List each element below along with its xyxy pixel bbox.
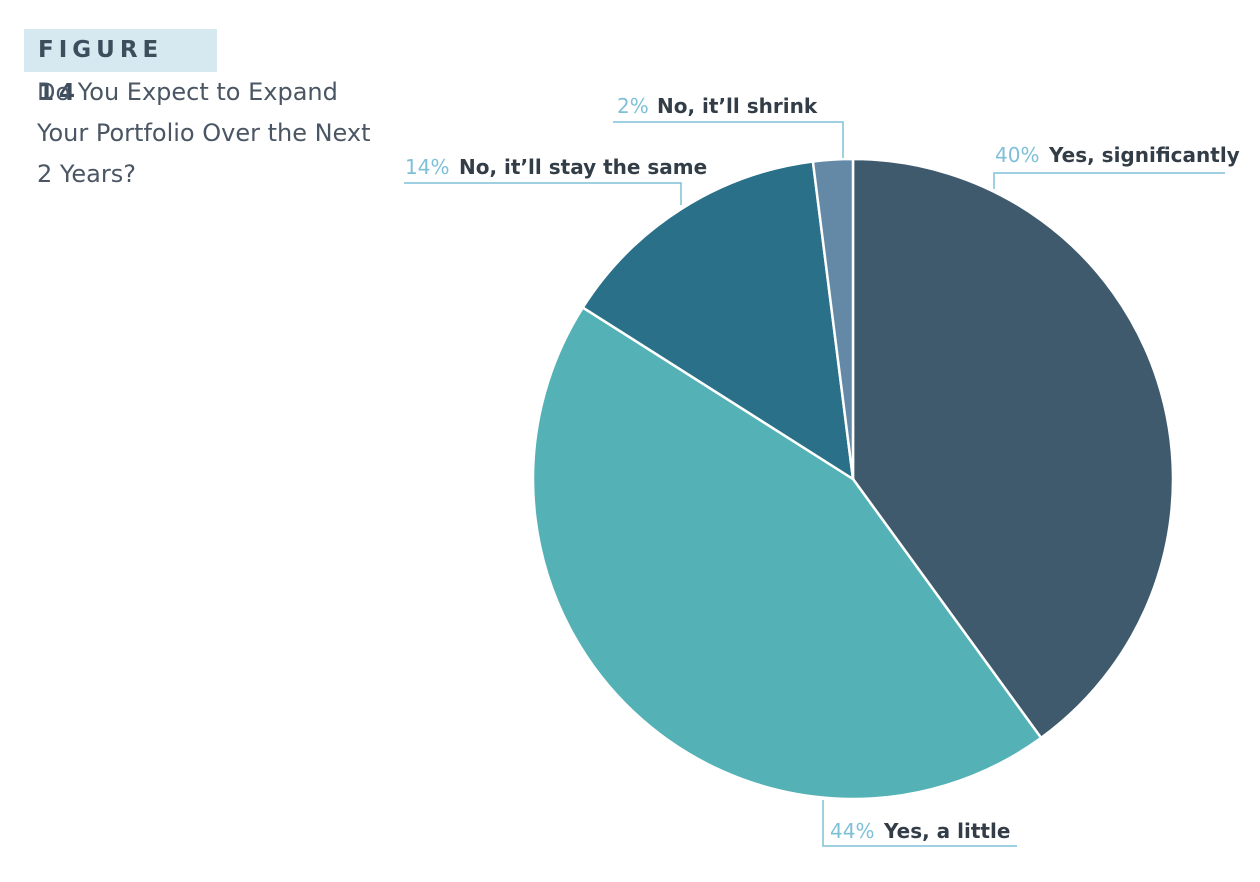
slice-category-label-stay-same: No, it’ll stay the same <box>459 155 707 179</box>
leader-line-stay-same <box>404 182 682 205</box>
slice-category-label-shrink: No, it’ll shrink <box>657 94 818 118</box>
slice-value-label-stay-same: 14% <box>405 155 449 179</box>
chart-title-line-2: Your Portfolio Over the Next <box>37 119 371 147</box>
leader-lines <box>404 121 1225 847</box>
slice-value-label-shrink: 2% <box>617 94 649 118</box>
slice-value-label-yes-significantly: 40% <box>995 143 1039 167</box>
pie-slice-shrink <box>811 157 855 481</box>
leader-line-yes-a-little <box>822 800 1017 847</box>
leader-line-yes-significantly <box>993 172 1225 189</box>
slice-category-label-yes-significantly: Yes, significantly <box>1048 143 1240 167</box>
pie-slice-stay-same <box>581 160 855 481</box>
pie-slice-yes-a-little <box>531 306 1043 801</box>
slice-value-label-yes-a-little: 44% <box>830 819 874 843</box>
slice-category-label-yes-a-little: Yes, a little <box>883 819 1010 843</box>
chart-title-line-1: Do You Expect to Expand <box>37 78 338 106</box>
pie-slices <box>531 157 1175 801</box>
leader-line-shrink <box>613 121 844 158</box>
chart-title-line-3: 2 Years? <box>37 160 136 188</box>
figure-label: FIGURE 14 <box>24 29 217 106</box>
pie-slice-yes-significantly <box>851 157 1175 740</box>
chart-title: Do You Expect to Expand Your Portfolio O… <box>37 72 397 195</box>
